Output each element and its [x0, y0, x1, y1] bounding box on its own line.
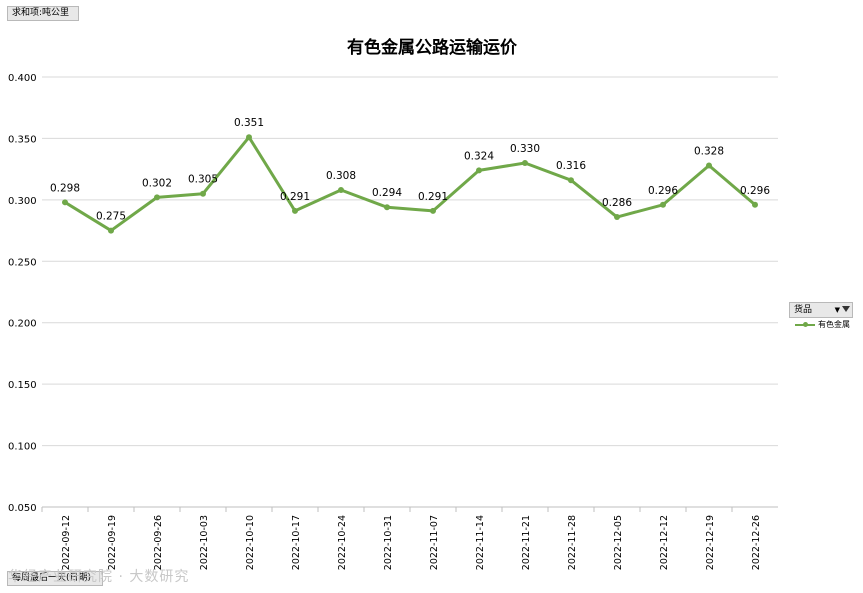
data-point [108, 227, 114, 234]
data-label: 0.305 [188, 174, 218, 186]
x-tick-label: 2022-12-26 [751, 515, 762, 570]
data-point [614, 214, 620, 221]
legend-swatch [795, 321, 815, 327]
x-tick-label: 2022-12-05 [613, 515, 624, 570]
x-tick-label: 2022-11-21 [521, 515, 532, 570]
data-label: 0.296 [648, 185, 678, 197]
y-tick-label: 0.150 [8, 380, 37, 391]
data-label: 0.316 [556, 160, 586, 172]
x-tick-label: 2022-09-26 [153, 515, 164, 570]
data-label: 0.302 [142, 177, 172, 189]
data-point [384, 204, 390, 211]
y-tick-label: 0.350 [8, 134, 37, 145]
data-label: 0.324 [464, 150, 494, 162]
data-label: 0.330 [510, 143, 540, 155]
legend-series-name: 有色金属 [818, 320, 850, 329]
data-point [246, 134, 252, 141]
y-tick-label: 0.400 [8, 73, 37, 84]
data-point [292, 207, 298, 214]
x-tick-label: 2022-09-12 [61, 515, 72, 570]
y-tick-label: 0.200 [8, 319, 37, 330]
data-label: 0.275 [96, 211, 126, 223]
data-label: 0.351 [234, 117, 264, 129]
y-tick-label: 0.100 [8, 442, 37, 453]
data-point [660, 201, 666, 208]
data-label: 0.291 [418, 191, 448, 203]
data-point [338, 187, 344, 194]
y-tick-label: 0.300 [8, 196, 37, 207]
data-point [430, 207, 436, 214]
data-label: 0.291 [280, 191, 310, 203]
data-point [706, 162, 712, 169]
data-point [752, 201, 758, 208]
data-point [154, 194, 160, 201]
data-label: 0.298 [50, 182, 80, 194]
x-tick-label: 2022-12-19 [705, 515, 716, 570]
x-tick-label: 2022-10-24 [337, 515, 348, 570]
x-tick-label: 2022-10-31 [383, 515, 394, 570]
legend-filter-button[interactable]: 货品 ▼ [789, 302, 853, 318]
data-label: 0.328 [694, 145, 724, 157]
watermark: 华经产业研究院 · 大数研究 [8, 569, 190, 585]
pivot-value-field-button[interactable]: 求和项:吨公里 [7, 6, 79, 21]
legend-entry: 有色金属 [795, 320, 850, 330]
x-tick-label: 2022-11-14 [475, 515, 486, 570]
pivot-row-field-button[interactable]: 每周最后一天(日期) [7, 571, 103, 586]
filter-icon [842, 306, 850, 312]
data-point [522, 160, 528, 166]
data-label: 0.286 [602, 197, 632, 209]
x-tick-label: 2022-11-28 [567, 515, 578, 570]
series-line [64, 135, 756, 233]
x-tick-label: 2022-10-10 [245, 515, 256, 570]
y-tick-label: 0.050 [8, 503, 37, 514]
dropdown-arrow-icon: ▼ [834, 306, 840, 314]
data-label: 0.308 [326, 170, 356, 182]
data-point [62, 199, 68, 206]
chart-title: 有色金属公路运输运价 [347, 37, 518, 58]
x-tick-label: 2022-12-12 [659, 515, 670, 570]
y-tick-label: 0.250 [8, 257, 37, 268]
data-label: 0.294 [372, 187, 402, 199]
data-point [200, 190, 206, 197]
x-tick-label: 2022-09-19 [107, 515, 118, 570]
data-point [476, 167, 482, 174]
data-label: 0.296 [740, 185, 770, 197]
x-tick-label: 2022-11-07 [429, 515, 440, 570]
data-point [568, 177, 574, 184]
x-tick-label: 2022-10-17 [291, 515, 302, 570]
legend-field-label: 货品 [794, 305, 813, 315]
x-tick-label: 2022-10-03 [199, 515, 210, 570]
